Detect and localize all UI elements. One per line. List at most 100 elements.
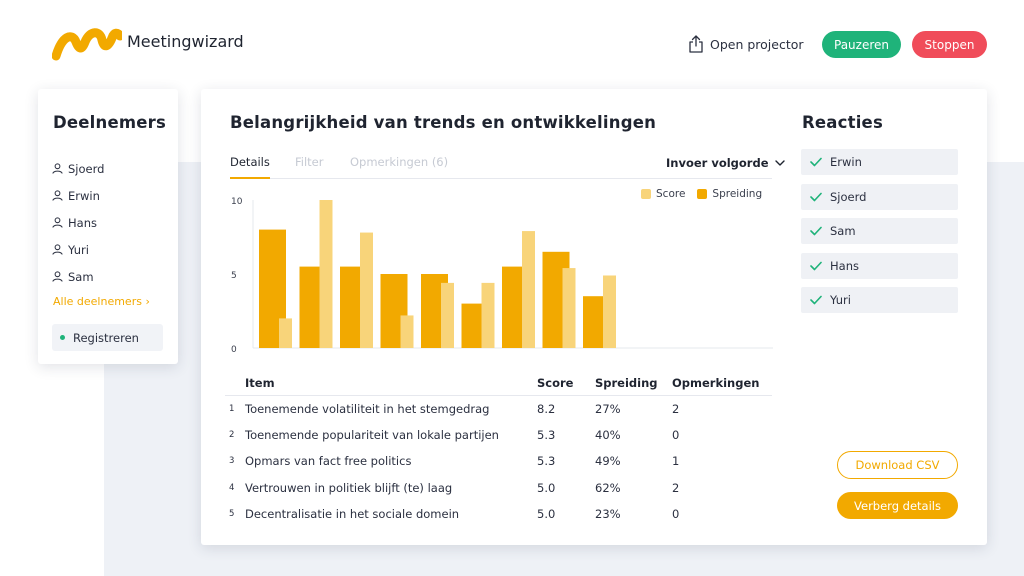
tab-comments[interactable]: Opmerkingen (6) — [350, 155, 449, 169]
reactions-list: Erwin Sjoerd Sam Hans Yuri — [801, 149, 958, 322]
reaction-name: Hans — [830, 258, 859, 273]
table-header-spread: Spreiding — [595, 373, 672, 396]
check-icon — [810, 295, 822, 305]
chevron-down-icon — [774, 160, 785, 166]
reaction-item: Sjoerd — [801, 183, 958, 210]
row-comments: 0 — [672, 428, 680, 443]
legend-item-score: Score — [641, 188, 685, 200]
legend-label: Score — [656, 188, 686, 200]
reaction-name: Sam — [830, 224, 856, 238]
bar-score — [481, 282, 495, 348]
bar-chart: 10 5 0 — [231, 197, 773, 355]
person-icon — [52, 190, 63, 201]
table-row[interactable]: 1 Toenemende volatiliteit in het stemged… — [225, 396, 772, 422]
page-title: Belangrijkheid van trends en ontwikkelin… — [230, 113, 657, 132]
table-row[interactable]: 3 Opmars van fact free politics 5.3 49% … — [225, 448, 772, 474]
tab-details[interactable]: Details — [230, 155, 270, 179]
register-button[interactable]: Registreren — [52, 324, 163, 351]
participant-item: Sjoerd — [52, 155, 104, 182]
order-dropdown[interactable]: Invoer volgorde — [666, 156, 785, 170]
participants-card: Deelnemers Sjoerd Erwin Hans Yuri Sam Al… — [38, 89, 178, 364]
bar-score — [400, 315, 414, 348]
row-spread: 49% — [595, 454, 621, 469]
row-comments: 2 — [672, 401, 680, 416]
hide-details-button[interactable]: Verberg details — [837, 492, 958, 519]
row-index: 3 — [229, 456, 235, 467]
meetingwizard-logo — [52, 28, 122, 61]
results-card: Belangrijkheid van trends en ontwikkelin… — [201, 89, 987, 545]
participant-name: Sam — [68, 269, 94, 284]
row-item: Decentralisatie in het sociale domein — [245, 507, 460, 522]
participant-name: Hans — [68, 215, 97, 230]
register-label: Registreren — [73, 330, 139, 345]
reaction-name: Erwin — [830, 155, 862, 169]
row-index: 4 — [229, 482, 235, 493]
tab-filter[interactable]: Filter — [295, 155, 324, 169]
row-spread: 23% — [595, 507, 621, 522]
participant-item: Erwin — [52, 182, 104, 209]
row-item: Toenemende volatiliteit in het stemgedra… — [245, 401, 490, 416]
row-score: 5.3 — [537, 428, 556, 443]
brand-name: Meetingwizard — [127, 32, 244, 51]
table-header-comments: Opmerkingen — [672, 373, 772, 396]
download-csv-button[interactable]: Download CSV — [837, 451, 958, 479]
reaction-name: Sjoerd — [830, 189, 867, 204]
row-comments: 1 — [672, 454, 680, 469]
y-tick-label: 10 — [231, 197, 243, 207]
reaction-item: Yuri — [801, 287, 958, 313]
legend-swatch-score — [641, 189, 651, 199]
row-item: Opmars van fact free politics — [245, 454, 412, 469]
bar-score — [522, 231, 535, 348]
participant-name: Erwin — [68, 188, 100, 203]
participant-item: Yuri — [52, 236, 104, 263]
person-icon — [52, 163, 63, 174]
participant-item: Hans — [52, 209, 104, 236]
person-icon — [52, 244, 63, 255]
participants-title: Deelnemers — [53, 113, 167, 132]
bar-score — [319, 200, 333, 348]
legend-swatch-spreiding — [697, 189, 708, 199]
row-spread: 40% — [595, 428, 621, 443]
reactions-title: Reacties — [802, 113, 883, 132]
person-icon — [52, 217, 63, 228]
order-dropdown-label: Invoer volgorde — [666, 156, 769, 170]
participants-list: Sjoerd Erwin Hans Yuri Sam — [52, 155, 104, 290]
check-icon — [810, 157, 822, 167]
chart-legend: Score Spreiding — [641, 188, 762, 200]
row-item: Toenemende populariteit van lokale parti… — [245, 428, 499, 443]
tab-bar: Details Filter Opmerkingen (6) — [230, 155, 772, 179]
y-tick-label: 5 — [231, 271, 237, 281]
y-tick-label: 0 — [231, 345, 237, 355]
reaction-name: Yuri — [830, 293, 851, 307]
row-item: Vertrouwen in politiek blijft (te) laag — [245, 480, 453, 495]
table-row[interactable]: 5 Decentralisatie in het sociale domein … — [225, 501, 772, 527]
legend-item-spreiding: Spreiding — [697, 188, 762, 200]
status-dot-icon — [60, 335, 65, 340]
participant-name: Yuri — [68, 242, 89, 257]
check-icon — [810, 226, 822, 236]
row-score: 5.3 — [537, 454, 556, 469]
participant-name: Sjoerd — [68, 161, 105, 176]
bar-score — [562, 268, 576, 348]
row-comments: 0 — [672, 507, 680, 522]
pause-button[interactable]: Pauzeren — [822, 31, 901, 58]
person-icon — [52, 271, 63, 282]
row-index: 1 — [229, 403, 235, 414]
row-index: 5 — [229, 509, 235, 520]
row-index: 2 — [229, 430, 235, 441]
table-row[interactable]: 2 Toenemende populariteit van lokale par… — [225, 422, 772, 448]
table-row[interactable]: 4 Vertrouwen in politiek blijft (te) laa… — [225, 475, 772, 501]
row-comments: 2 — [672, 480, 680, 495]
table-header-item: Item — [245, 373, 537, 396]
participant-item: Sam — [52, 263, 104, 290]
check-icon — [810, 261, 822, 270]
reaction-item: Sam — [801, 218, 958, 244]
bar-score — [603, 275, 616, 348]
all-participants-link[interactable]: Alle deelnemers › — [53, 295, 150, 308]
row-spread: 27% — [595, 401, 621, 416]
reaction-item: Erwin — [801, 149, 958, 175]
table-header-row: Item Score Spreiding Opmerkingen — [225, 373, 772, 396]
open-projector-button[interactable]: Open projector — [688, 34, 804, 54]
stop-button[interactable]: Stoppen — [912, 31, 987, 58]
row-score: 8.2 — [537, 401, 556, 416]
